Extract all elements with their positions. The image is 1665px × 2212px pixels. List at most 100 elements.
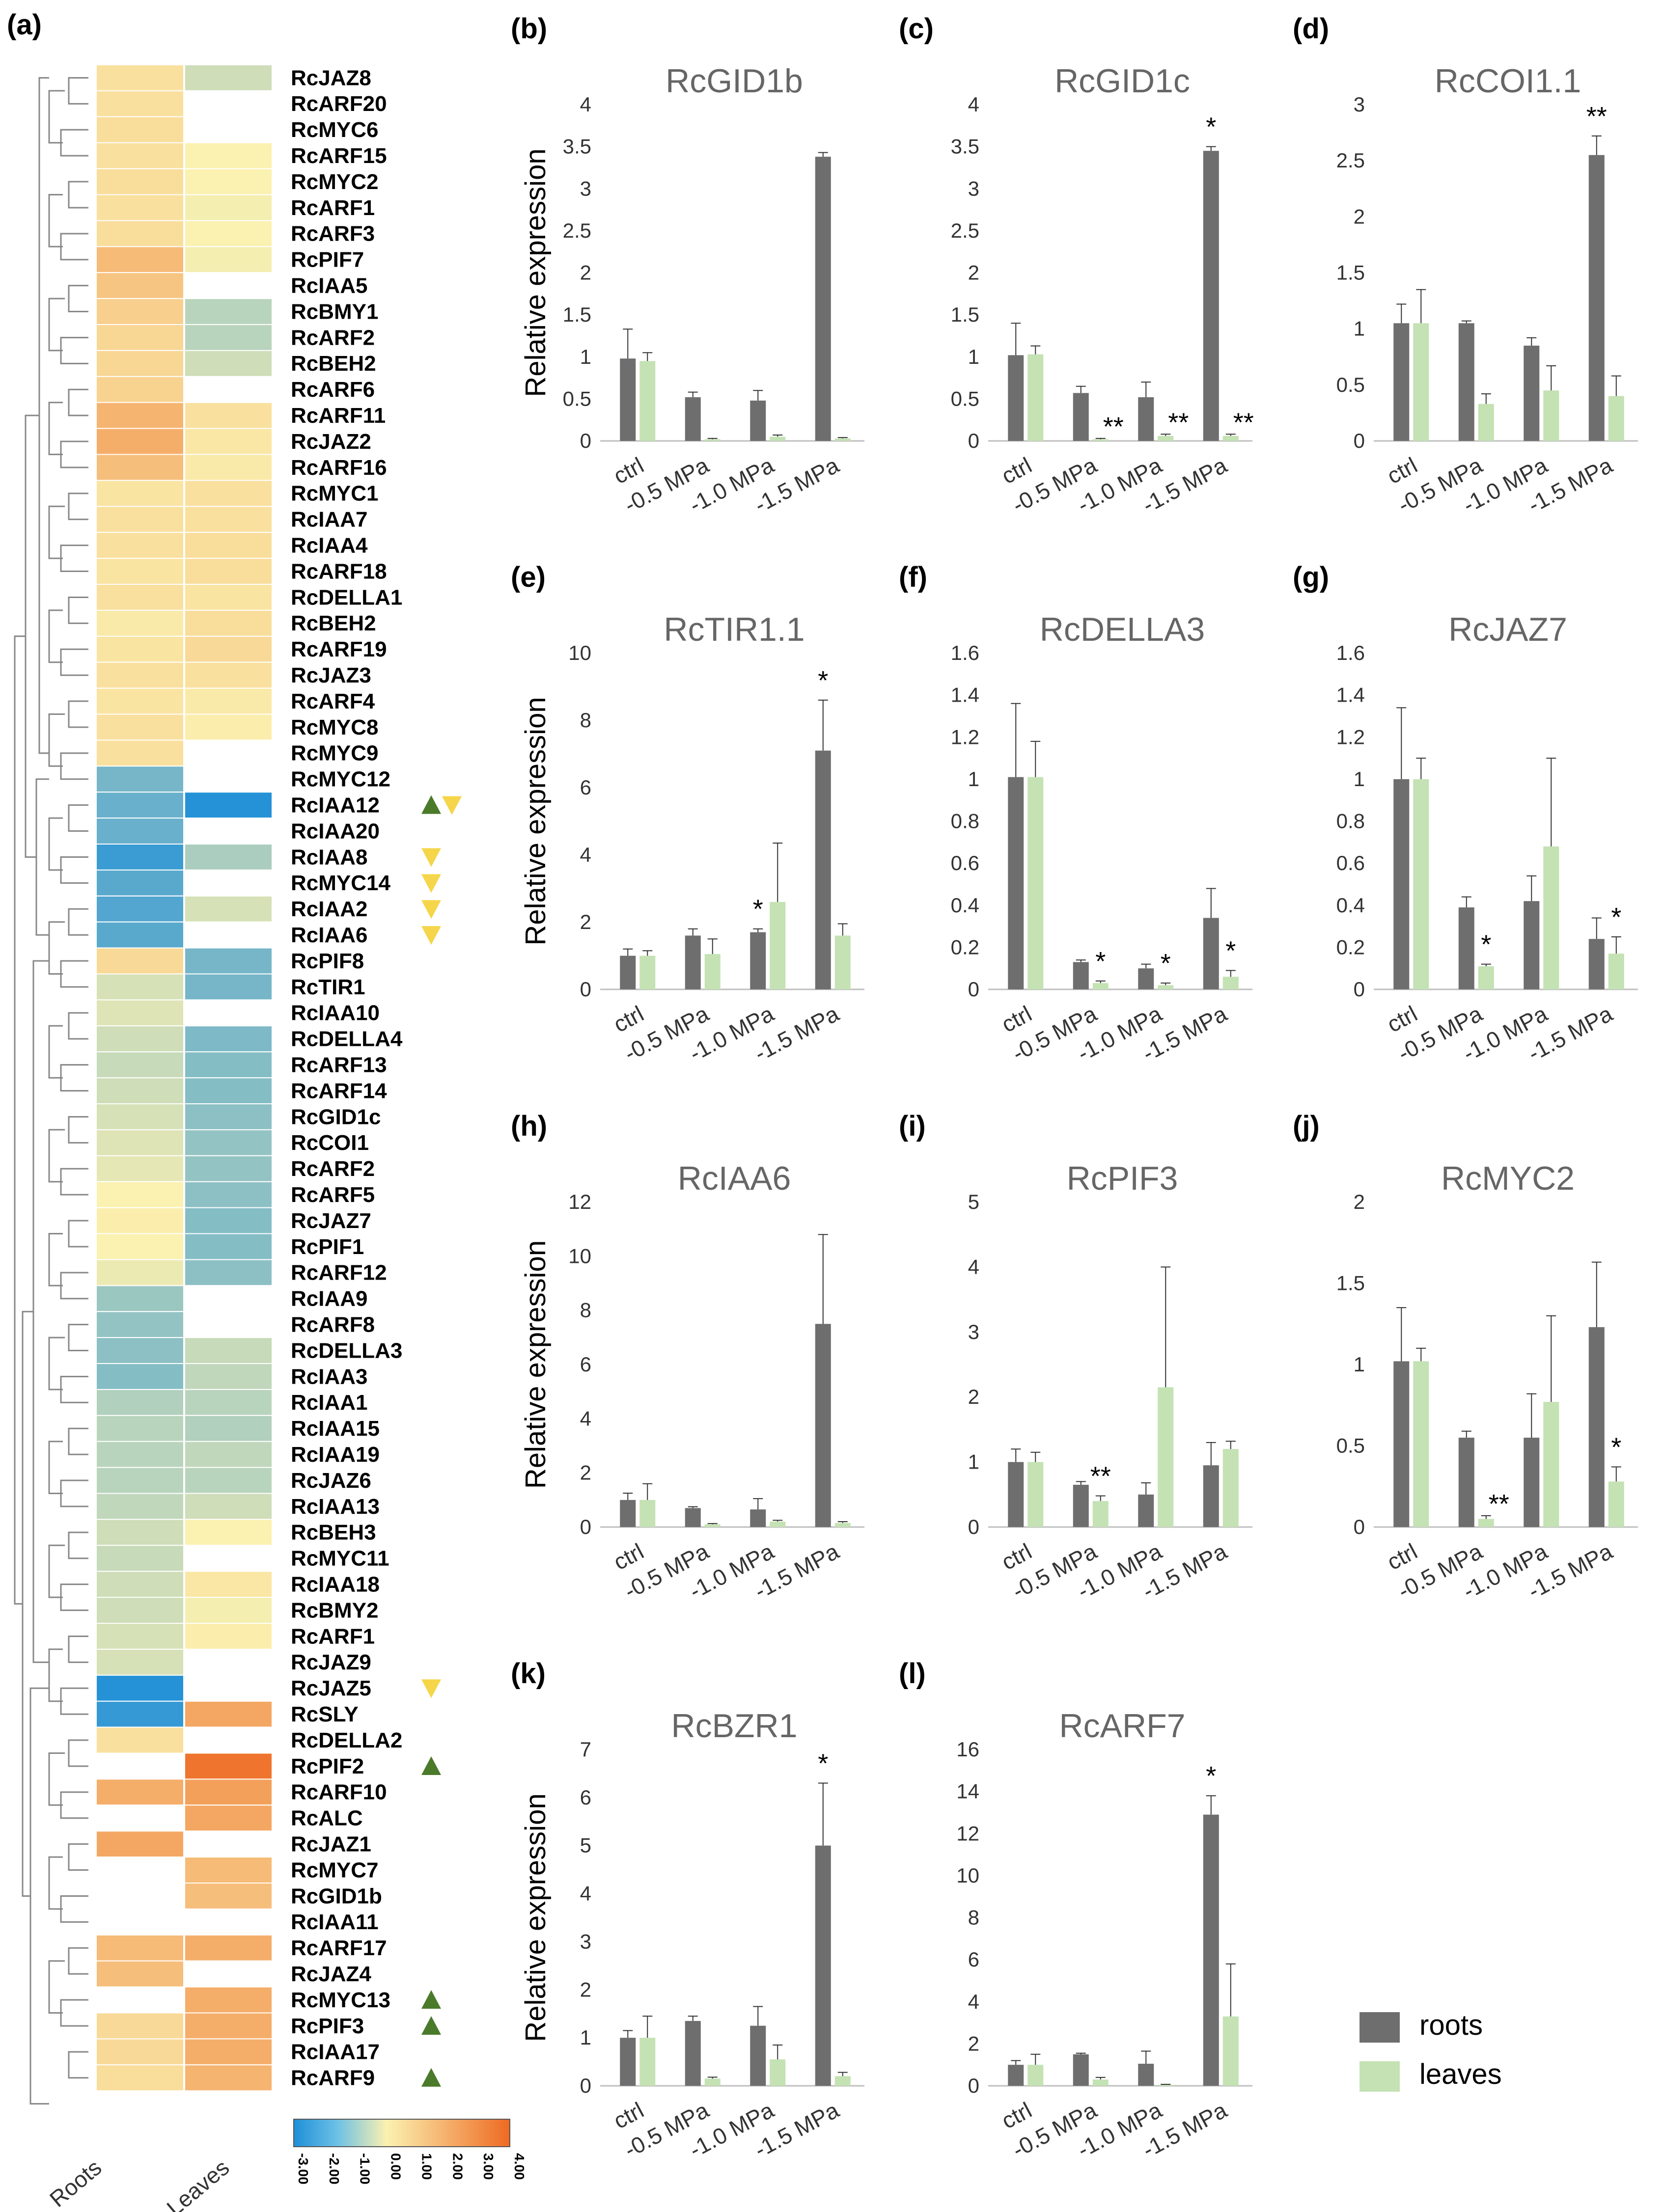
bar-leaves [1413,323,1429,441]
heatmap-cell-leaves [184,1207,273,1234]
y-tick-label: 1 [1354,317,1365,340]
heatmap-cell-roots [96,999,184,1027]
bar-leaves [1158,985,1174,989]
bar-roots [620,1500,636,1527]
colorbar-tick-label: -3.00 [296,2153,311,2185]
heatmap-cell-roots [96,687,184,715]
bar-leaves [1027,2065,1044,2086]
heatmap-cell-leaves [184,1311,273,1338]
bar-leaves [704,2078,721,2086]
bar-roots [1458,323,1474,441]
dendrogram-branch [68,1427,88,1455]
dendrogram-branch [68,181,88,209]
up-triangle-icon [421,1756,441,1775]
y-tick-label: 0.5 [1336,1434,1365,1457]
y-tick-label: 3 [968,1320,979,1343]
y-tick-label: 0 [580,978,591,1001]
heatmap-cell-leaves [184,454,273,481]
heatmap-cell-roots [96,1986,184,2014]
gene-label: RcPIF1 [291,1235,364,1259]
gene-label: RcJAZ3 [291,663,371,687]
bar-leaves [1543,846,1559,989]
bar-roots [1138,968,1154,989]
bar-roots [685,935,701,989]
y-axis-label: Relative expression [520,697,552,945]
gene-label: RcMYC2 [291,170,379,194]
heatmap-cell-roots [96,1181,184,1208]
heatmap-cell-roots [96,1077,184,1105]
heatmap-cell-roots [96,376,184,403]
y-tick-label: 1.6 [1336,641,1365,664]
bar-roots [815,750,831,989]
y-tick-label: 1.5 [1336,1272,1365,1295]
heatmap-cell-roots [96,1207,184,1234]
bar-leaves [1608,396,1624,441]
heatmap-cell-leaves [184,298,273,325]
colorbar-tick-label: 3.00 [481,2153,496,2180]
heatmap-cell-roots [96,1415,184,1442]
bar-leaves [1158,1387,1174,1527]
dendrogram-branch [60,1064,88,1092]
y-tick-label: 1 [968,1450,979,1474]
heatmap-cell-roots [96,844,184,871]
up-triangle-icon [421,2068,441,2087]
y-tick-label: 0.5 [1336,373,1365,396]
y-tick-label: 4 [580,93,591,116]
heatmap-cell-leaves [184,1467,273,1494]
heatmap-cell-leaves [184,1285,273,1312]
heatmap-cell-roots [96,220,184,247]
heatmap-cell-roots [96,2064,184,2092]
heatmap-cell-roots [96,428,184,455]
dendrogram-branch [60,1272,88,1300]
dendrogram-branch [60,545,88,573]
y-tick-label: 1.5 [563,303,591,326]
gene-label: RcGID1b [291,1884,382,1908]
heatmap-cell-leaves [184,1363,273,1390]
heatmap-cell-roots [96,1285,184,1312]
bar-leaves [1092,2079,1109,2086]
bar-leaves [1222,1449,1239,1527]
significance-marker: ** [1103,412,1124,441]
dendrogram-branch [60,856,88,884]
bar-leaves [770,1521,786,1527]
y-tick-label: 0 [1354,429,1365,452]
down-triangle-icon [421,900,441,919]
dendrogram-branch [60,1999,88,2027]
heatmap-panel: (a) RcJAZ8RcARF20RcMYC6RcARF15RcMYC2RcAR… [7,9,527,2212]
gene-label: RcBMY1 [291,300,379,324]
y-tick-label: 3.5 [951,135,979,158]
y-tick-label: 2 [580,1978,591,2001]
dendrogram [14,77,88,2105]
y-tick-label: 3 [1354,93,1365,116]
chart-title: RcDELLA3 [1040,611,1205,648]
dendrogram-branch [48,817,63,871]
gene-label: RcARF3 [291,222,375,246]
heatmap-cell-roots [96,1311,184,1338]
bar-leaves [1092,983,1109,989]
bar-leaves [639,956,656,989]
bar-leaves [1222,2016,1239,2086]
gene-label: RcDELLA1 [291,585,402,609]
y-tick-label: 1 [968,345,979,368]
bar-roots [1524,901,1540,989]
dendrogram-branch [48,1648,63,1702]
gene-label: RcMYC12 [291,767,390,792]
gene-label: RcPIF7 [291,248,364,272]
down-triangle-icon [442,796,462,815]
gene-label: RcARF4 [291,689,375,713]
gene-label: RcIAA6 [291,923,368,947]
gene-label: RcIAA10 [291,1001,380,1025]
heatmap-cell-roots [96,142,184,169]
heatmap-cell-leaves [184,558,273,585]
y-tick-label: 2 [968,261,979,284]
legend: roots leaves [1360,2009,1502,2092]
y-tick-label: 2.5 [951,219,979,242]
bar-roots [1138,1494,1154,1527]
heatmap-cell-roots [96,2012,184,2040]
heatmap-cell-leaves [184,1077,273,1105]
dendrogram-branch [32,960,49,1663]
gene-label: RcARF19 [291,637,387,661]
bar-leaves [1543,390,1559,441]
bar-roots [815,157,831,441]
legend-label-leaves: leaves [1419,2058,1502,2090]
